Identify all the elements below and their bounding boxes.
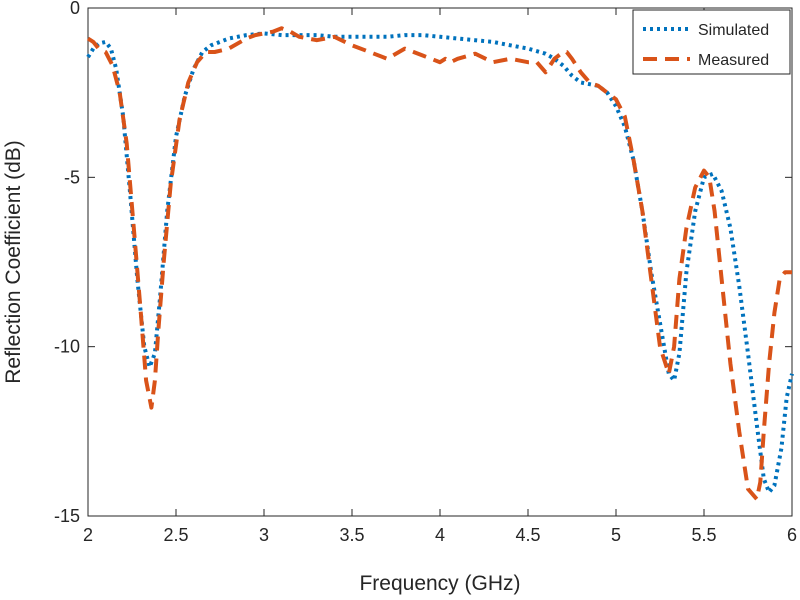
y-tick-label: -10 [54,337,80,357]
y-tick-label: -5 [64,167,80,187]
plot-area [87,7,793,517]
x-tick-label: 6 [787,525,797,545]
x-tick-label: 3 [259,525,269,545]
y-axis-title: Reflection Coefficient (dB) [2,140,25,384]
x-tick-label: 5.5 [691,525,716,545]
legend-box [632,9,791,75]
x-tick-label: 2.5 [163,525,188,545]
y-axis: 0 -5 -10 -15 [54,0,792,526]
x-tick-label: 5 [611,525,621,545]
legend: Simulated Measured [632,9,791,75]
y-tick-label: 0 [70,0,80,18]
series-layer [86,26,794,502]
x-tick-label: 4.5 [515,525,540,545]
plot-frame [87,7,793,517]
y-tick-label: -15 [54,506,80,526]
x-tick-label: 2 [83,525,93,545]
x-tick-label: 4 [435,525,445,545]
x-axis-title: Frequency (GHz) [359,572,520,595]
series-line-measured [86,26,792,502]
legend-measured-label: Measured [698,52,769,69]
x-tick-label: 3.5 [339,525,364,545]
legend-simulated-label: Simulated [698,22,769,39]
